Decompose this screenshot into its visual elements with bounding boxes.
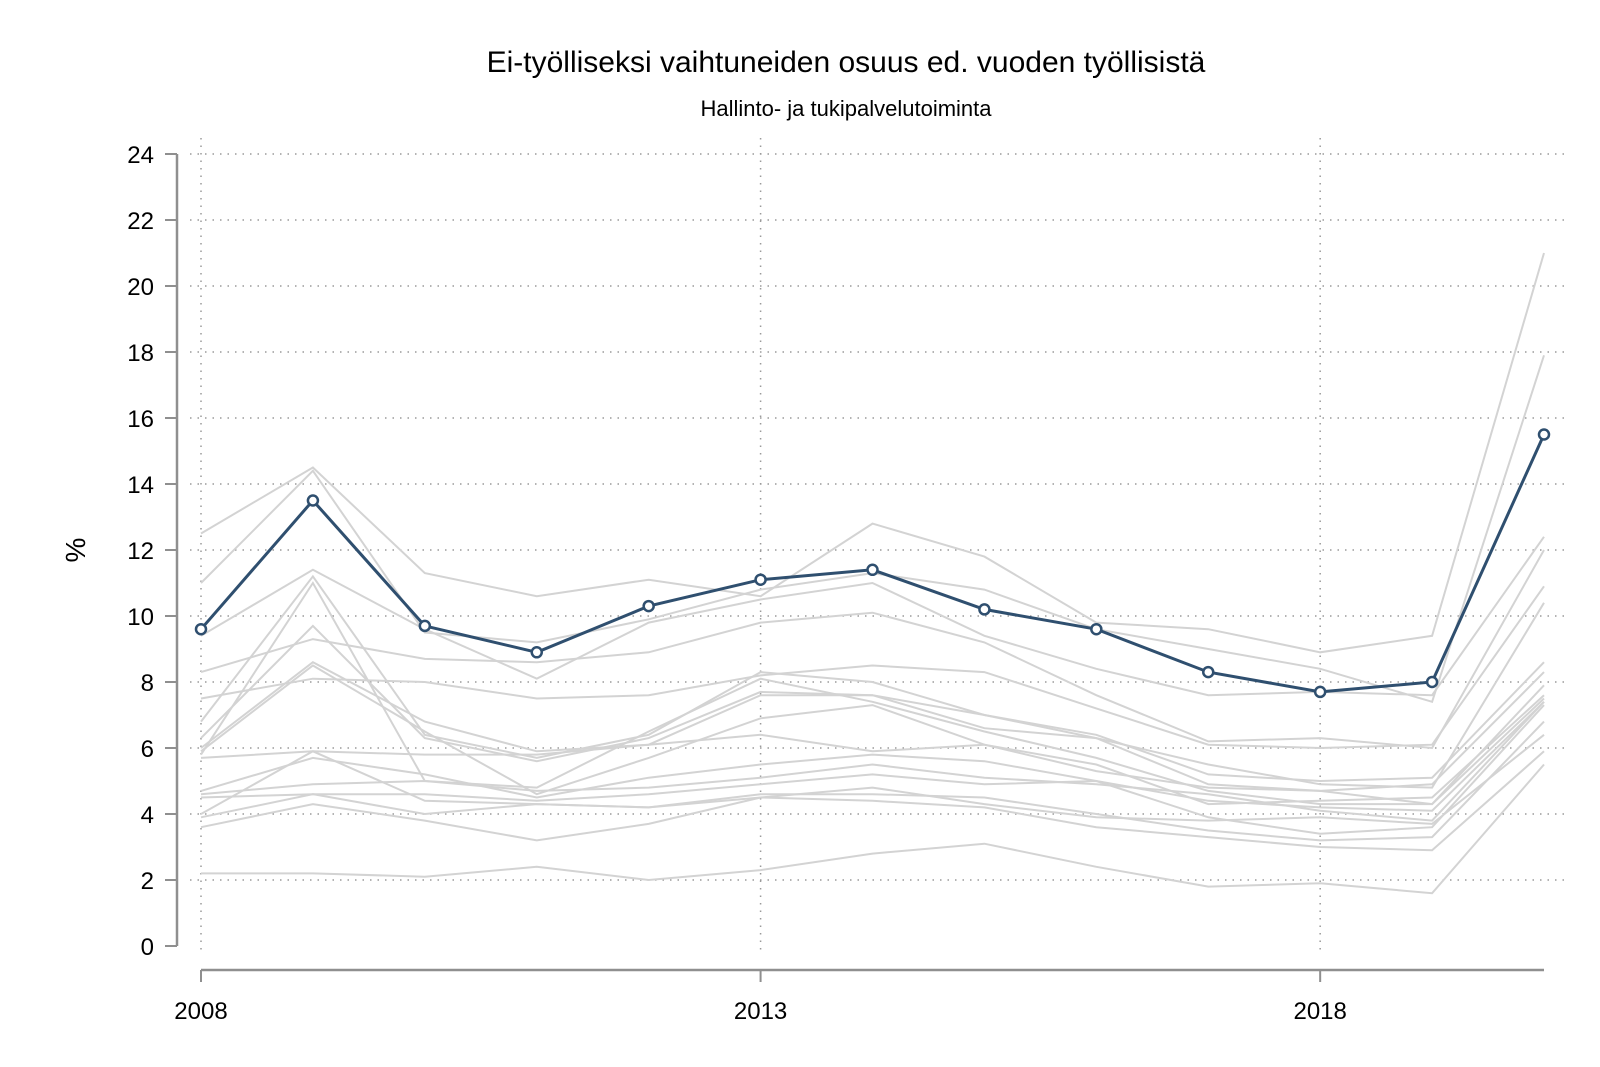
highlight-data-point [1202, 665, 1215, 679]
highlight-series-line [199, 433, 1546, 694]
x-axis-ticks: 2008 2013 2018 [174, 970, 1347, 1025]
highlight-data-point [1537, 428, 1551, 441]
y-axis-label: % [60, 538, 91, 563]
chart-subtitle: Hallinto- ja tukipalvelutoiminta [700, 96, 992, 121]
comparison-series-line [200, 734, 1545, 842]
comparison-series-line [200, 701, 1545, 822]
comparison-series-line [200, 720, 1545, 842]
comparison-series-line [200, 697, 1545, 806]
y-tick-label: 10 [127, 604, 154, 631]
x-tick-label: 2013 [734, 998, 787, 1025]
x-tick-label: 2018 [1293, 998, 1346, 1025]
y-tick-label: 12 [127, 538, 154, 565]
y-tick-label: 16 [127, 406, 154, 433]
comparison-series-line [200, 750, 1545, 852]
comparison-series-line [200, 574, 1545, 789]
chart-title: Ei-työlliseksi vaihtuneiden osuus ed. vu… [487, 46, 1206, 79]
highlight-data-point [418, 619, 432, 633]
x-tick-label: 2008 [174, 998, 227, 1025]
highlight-series [194, 428, 1551, 699]
y-tick-label: 18 [127, 340, 154, 367]
highlight-data-point [1090, 622, 1103, 636]
highlight-data-point [866, 563, 879, 577]
y-tick-label: 0 [141, 934, 154, 961]
y-tick-label: 2 [141, 868, 154, 895]
comparison-series-line [200, 704, 1545, 835]
highlight-data-point [1425, 675, 1439, 689]
highlight-data-point [306, 494, 320, 507]
comparison-series-line [200, 585, 1545, 750]
comparison-series-line [201, 763, 1545, 895]
y-tick-label: 14 [127, 472, 154, 499]
y-tick-label: 8 [141, 670, 154, 697]
highlight-data-point [530, 646, 543, 659]
highlight-data-point [194, 622, 208, 636]
y-tick-label: 4 [141, 802, 154, 829]
y-tick-label: 24 [127, 142, 154, 169]
highlight-data-point [754, 573, 767, 586]
comparison-series-line [200, 549, 1545, 750]
comparison-series-line [200, 252, 1545, 654]
highlight-data-point [642, 599, 655, 613]
y-tick-label: 20 [127, 274, 154, 301]
highlight-data-point [978, 603, 991, 616]
comparison-series-line [200, 701, 1545, 812]
comparison-series-line [200, 664, 1545, 806]
y-tick-label: 6 [141, 736, 154, 763]
y-tick-label: 22 [127, 208, 154, 235]
highlight-data-point [1313, 685, 1327, 699]
